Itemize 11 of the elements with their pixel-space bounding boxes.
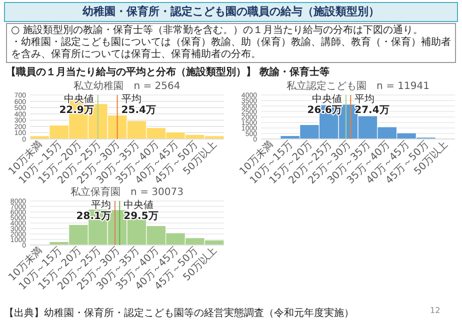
ref-line-label: 中央値 29.5万	[124, 199, 158, 222]
text: ○ 施設類型別の教諭・保育士等（非常勤を含む。）の１月当たり給与の分布は下図の通り。	[11, 25, 424, 36]
ref-line-label: 平均 25.4万	[121, 93, 156, 116]
chart-title: 私立保育園 n = 30073	[70, 186, 184, 198]
chart-title: 私立認定こども園 n = 11941	[286, 80, 430, 92]
text: 【出典】幼稚園・保育所・認定こども園等の経営実態調査（令和元年度実施）	[4, 306, 354, 320]
chart-title: 私立幼稚園 n = 2564	[74, 80, 180, 92]
text: ・幼稚園・認定こども園については（保育）教諭、助（保育）教諭、講師、教育（・保育）補助者を含み、保育所については保育士、保育補助者の分布。	[11, 37, 451, 61]
text: 【職員の１月当たり給与の平均と分布（施設類型別）】 教諭・保育士等	[6, 65, 330, 79]
text: 12	[430, 306, 440, 315]
text: 幼稚園・保育所・認定こども園の職員の給与（施設類型別）	[4, 2, 458, 22]
